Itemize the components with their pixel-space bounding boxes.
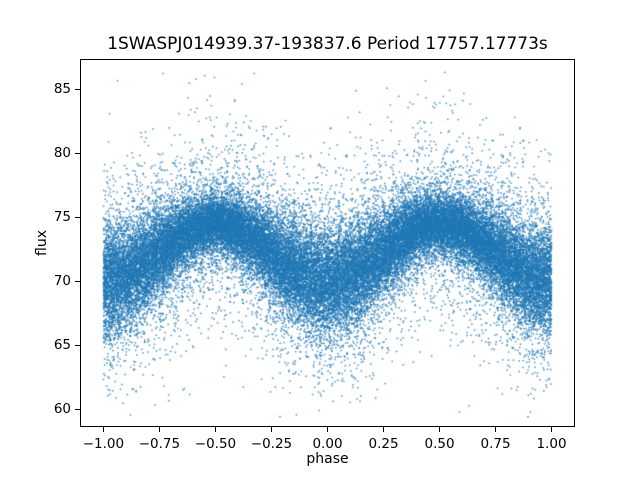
y-tick <box>75 152 80 154</box>
y-tick-label: 80 <box>53 145 71 162</box>
x-tick <box>102 427 104 432</box>
x-axis-label: phase <box>306 451 349 467</box>
x-tick-label: −0.25 <box>250 436 293 452</box>
scatter-points-canvas <box>81 60 574 426</box>
x-tick-label: −0.50 <box>194 436 237 452</box>
x-tick <box>495 427 497 432</box>
chart-title: 1SWASPJ014939.37-193837.6 Period 17757.1… <box>107 34 548 54</box>
x-tick-label: 0.00 <box>312 436 343 452</box>
x-tick-label: 1.00 <box>536 436 567 452</box>
x-tick <box>327 427 328 432</box>
y-tick-label: 60 <box>53 401 71 418</box>
y-tick-label: 85 <box>53 81 71 98</box>
x-tick-label: 0.50 <box>424 436 455 452</box>
x-tick-label: 0.75 <box>480 436 511 452</box>
x-tick-label: −0.75 <box>138 436 181 452</box>
x-tick <box>270 427 272 432</box>
y-tick <box>75 88 80 90</box>
y-tick-label: 70 <box>53 273 71 290</box>
y-tick <box>75 344 80 346</box>
x-tick-label: 0.25 <box>368 436 399 452</box>
x-tick <box>158 427 160 432</box>
y-tick <box>75 408 80 410</box>
x-tick-label: −1.00 <box>82 436 125 452</box>
y-tick <box>75 216 80 218</box>
x-tick <box>551 427 553 432</box>
x-tick <box>214 427 216 432</box>
y-tick-label: 65 <box>53 337 71 354</box>
y-tick-label: 75 <box>53 209 71 226</box>
axes <box>80 59 575 427</box>
x-tick <box>439 427 441 432</box>
y-tick <box>75 280 80 282</box>
x-tick <box>383 427 385 432</box>
y-axis-label: flux <box>34 230 50 256</box>
